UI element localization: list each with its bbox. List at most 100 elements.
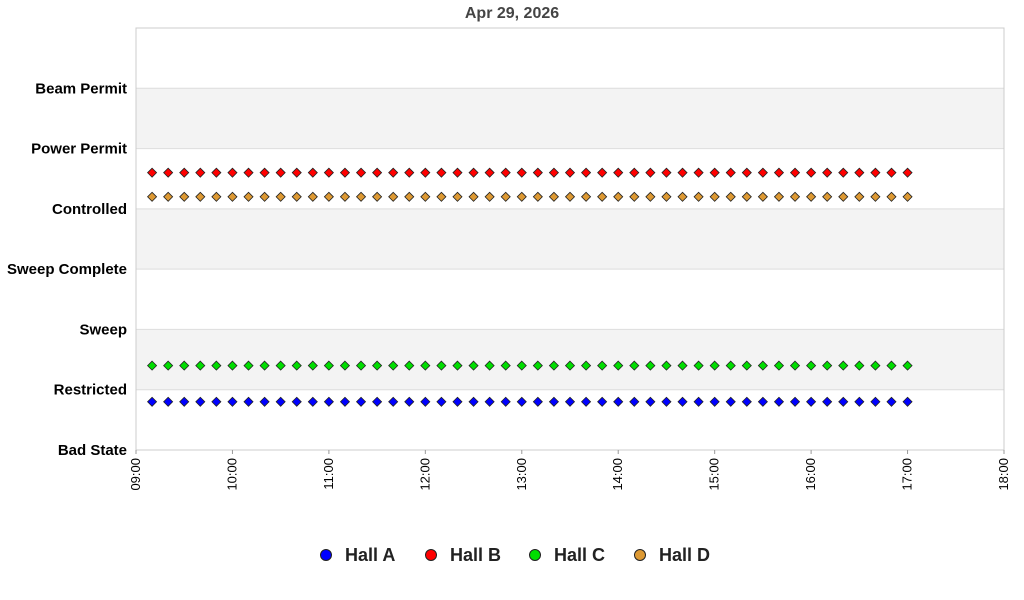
- data-point: [757, 167, 768, 178]
- data-point: [725, 191, 736, 202]
- data-point: [259, 167, 270, 178]
- data-point: [757, 396, 768, 407]
- data-point: [468, 396, 479, 407]
- data-point: [323, 191, 334, 202]
- data-point: [613, 360, 624, 371]
- data-point: [725, 167, 736, 178]
- data-point: [516, 167, 527, 178]
- data-point: [355, 167, 367, 178]
- data-point: [564, 360, 576, 371]
- data-point: [372, 191, 383, 202]
- chart-title: Apr 29, 2026: [465, 5, 559, 22]
- x-tick-label: 09:00: [128, 458, 143, 491]
- grid-band: [136, 269, 1004, 330]
- data-point: [854, 167, 865, 178]
- data-point: [388, 396, 399, 407]
- data-point: [870, 191, 881, 202]
- data-point: [629, 167, 640, 178]
- data-point: [179, 191, 190, 202]
- data-point: [693, 191, 704, 202]
- data-point: [693, 396, 704, 407]
- data-point: [243, 167, 254, 178]
- data-point: [564, 191, 576, 202]
- data-point: [372, 167, 383, 178]
- data-point: [789, 167, 801, 178]
- data-point: [532, 191, 543, 202]
- data-point: [147, 191, 158, 202]
- data-point: [838, 360, 849, 371]
- legend-label: Hall B: [450, 545, 501, 565]
- data-point: [902, 396, 913, 407]
- data-point: [179, 167, 190, 178]
- x-tick-label: 11:00: [321, 458, 336, 490]
- data-point: [323, 396, 334, 407]
- data-point: [806, 396, 817, 407]
- data-point: [661, 167, 672, 178]
- plot-points: [147, 167, 913, 407]
- data-point: [661, 360, 672, 371]
- data-point: [629, 191, 640, 202]
- data-point: [564, 167, 576, 178]
- data-point: [307, 191, 318, 202]
- data-point: [500, 396, 511, 407]
- data-point: [693, 167, 704, 178]
- legend-marker: [425, 549, 437, 561]
- y-tick-label: Beam Permit: [35, 80, 127, 97]
- y-axis-ticks: Bad State Restricted Sweep Sweep Complete Co…: [7, 80, 127, 459]
- data-point: [388, 360, 399, 371]
- data-point: [452, 167, 463, 178]
- data-point: [645, 191, 656, 202]
- data-point: [902, 360, 913, 371]
- data-point: [147, 396, 158, 407]
- x-tick-label: 18:00: [996, 458, 1011, 491]
- data-point: [355, 191, 367, 202]
- data-point: [854, 396, 865, 407]
- data-point: [902, 167, 913, 178]
- data-point: [516, 396, 527, 407]
- x-tick-label: 13:00: [514, 458, 529, 491]
- data-point: [436, 167, 447, 178]
- data-point: [307, 167, 318, 178]
- data-point: [532, 360, 543, 371]
- data-point: [822, 360, 833, 371]
- data-point: [372, 360, 383, 371]
- data-point: [179, 360, 190, 371]
- data-point: [355, 396, 367, 407]
- data-point: [773, 360, 785, 371]
- data-point: [886, 191, 897, 202]
- data-point: [484, 396, 495, 407]
- data-point: [163, 167, 174, 178]
- data-point: [613, 167, 624, 178]
- data-point: [581, 167, 592, 178]
- data-point: [468, 191, 479, 202]
- data-point: [179, 396, 190, 407]
- data-point: [629, 396, 640, 407]
- data-point: [388, 167, 399, 178]
- data-point: [307, 360, 318, 371]
- data-point: [613, 191, 624, 202]
- data-point: [468, 360, 479, 371]
- data-point: [677, 396, 688, 407]
- data-point: [597, 360, 608, 371]
- data-point: [838, 191, 849, 202]
- data-point: [677, 360, 688, 371]
- data-point: [259, 360, 270, 371]
- data-point: [902, 191, 913, 202]
- legend-label: Hall C: [554, 545, 605, 565]
- data-point: [275, 396, 286, 407]
- data-point: [564, 396, 576, 407]
- data-point: [436, 360, 447, 371]
- data-point: [789, 191, 801, 202]
- data-point: [243, 396, 254, 407]
- plot-bands: [136, 28, 1004, 450]
- data-point: [211, 360, 222, 371]
- data-point: [484, 167, 495, 178]
- data-point: [709, 191, 720, 202]
- data-point: [195, 167, 206, 178]
- x-tick-label: 17:00: [900, 458, 915, 491]
- data-point: [452, 191, 463, 202]
- data-point: [275, 360, 286, 371]
- data-point: [163, 360, 174, 371]
- data-point: [195, 360, 206, 371]
- data-point: [661, 396, 672, 407]
